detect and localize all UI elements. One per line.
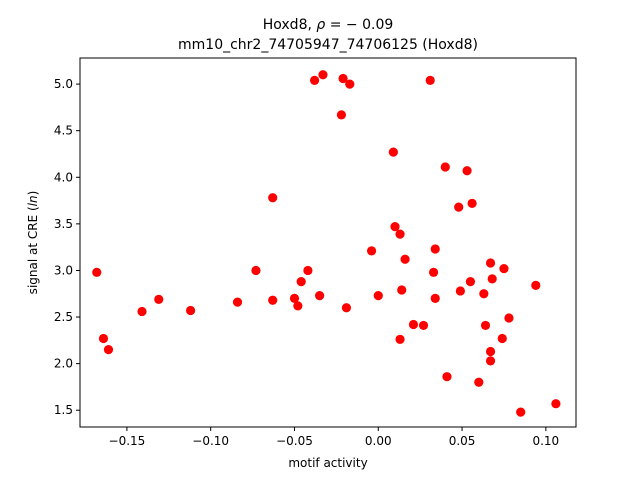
x-tick-label: 0.05 [449, 434, 476, 448]
data-point [345, 79, 355, 89]
plot-frame [79, 57, 577, 428]
plot-area: −0.15 −0.10 −0.05 0.00 0.05 0.10 1.5 2.0 2.5 3.0… [54, 57, 577, 448]
data-point [400, 254, 410, 264]
x-tick-label: −0.15 [109, 434, 146, 448]
y-tick-label: 3.0 [54, 263, 73, 277]
data-point [341, 303, 352, 313]
data-point [98, 333, 109, 344]
data-point [425, 75, 435, 85]
data-point [551, 399, 561, 409]
data-point [479, 289, 489, 299]
data-point [303, 265, 313, 276]
data-point [336, 110, 347, 120]
y-tick-label: 1.5 [54, 403, 73, 417]
y-tick-label: 2.0 [54, 357, 73, 371]
data-point [373, 291, 383, 301]
data-point [480, 320, 491, 331]
data-point [462, 166, 472, 176]
data-point [418, 320, 429, 331]
data-point [485, 258, 496, 268]
data-point [455, 286, 465, 296]
data-point [390, 222, 400, 232]
data-point [487, 274, 497, 284]
y-tick-label: 2.5 [54, 310, 73, 324]
x-axis-ticks: −0.15 −0.10 −0.05 0.00 0.05 0.10 [109, 427, 559, 448]
data-point [397, 285, 407, 295]
data-point [504, 313, 514, 323]
y-tick-label: 3.5 [54, 217, 73, 231]
data-point [309, 75, 320, 85]
data-point [485, 346, 496, 357]
x-tick-label: 0.00 [365, 434, 392, 448]
chart-title-line1: Hoxd8, ρ = − 0.09 [263, 17, 394, 33]
y-tick-label: 4.5 [54, 124, 73, 138]
data-point [137, 306, 147, 317]
y-axis-label: signal at CRE (ln) [26, 191, 40, 295]
data-point [318, 70, 328, 80]
data-point [251, 265, 261, 276]
data-point [499, 263, 509, 274]
data-point [268, 295, 278, 305]
y-axis-ticks: 1.5 2.0 2.5 3.0 3.5 4.0 4.5 5.0 [54, 77, 80, 417]
chart-title-line2: mm10_chr2_74705947_74706125 (Hoxd8) [178, 37, 478, 53]
data-point [430, 293, 440, 304]
x-tick-label: −0.05 [276, 434, 313, 448]
x-tick-label: −0.10 [192, 434, 229, 448]
data-point [440, 162, 450, 172]
y-tick-label: 5.0 [54, 77, 73, 91]
data-point [388, 147, 398, 157]
data-point [338, 73, 348, 84]
data-point [430, 244, 440, 254]
data-point [395, 334, 405, 345]
data-point [154, 294, 164, 304]
data-point [531, 280, 541, 290]
data-point [467, 198, 477, 208]
data-point [92, 267, 102, 277]
data-point [103, 345, 114, 355]
data-point [366, 246, 377, 256]
x-axis-label: motif activity [288, 456, 367, 470]
data-point [268, 193, 278, 203]
data-point [465, 277, 476, 287]
y-tick-label: 4.0 [54, 170, 73, 184]
data-point [185, 305, 196, 316]
data-point [293, 301, 303, 311]
data-point [497, 333, 507, 344]
data-point [485, 356, 496, 366]
data-point [454, 202, 464, 212]
data-point [289, 293, 300, 304]
points-layer [92, 70, 561, 417]
data-point [428, 267, 439, 277]
data-point [296, 277, 306, 287]
data-point [395, 229, 405, 239]
data-point [232, 297, 243, 307]
data-point [408, 319, 419, 330]
data-point [516, 407, 526, 417]
data-point [315, 291, 325, 301]
data-point [442, 372, 452, 382]
x-tick-label: 0.10 [532, 434, 559, 448]
data-point [474, 377, 484, 387]
